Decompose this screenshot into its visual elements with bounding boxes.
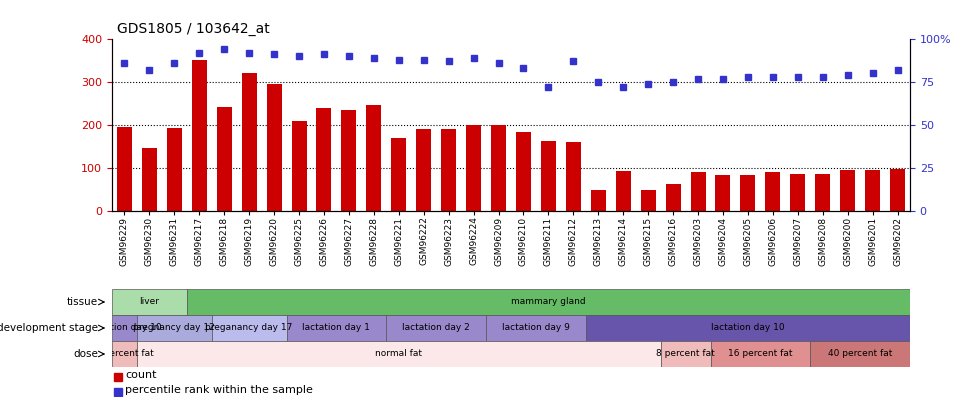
Bar <box>137 315 211 341</box>
Bar <box>266 84 282 211</box>
Bar <box>217 107 232 211</box>
Bar <box>112 315 137 341</box>
Text: 8 percent fat: 8 percent fat <box>656 350 715 358</box>
Bar <box>441 129 456 211</box>
Bar <box>391 138 406 211</box>
Bar <box>486 315 586 341</box>
Bar <box>841 170 855 211</box>
Bar <box>192 60 207 211</box>
Bar <box>112 341 137 367</box>
Bar <box>167 128 181 211</box>
Bar <box>890 169 905 211</box>
Bar <box>187 289 910 315</box>
Bar <box>466 125 482 211</box>
Bar <box>790 174 805 211</box>
Bar <box>114 373 122 381</box>
Bar <box>342 111 356 211</box>
Text: pregnancy day 12: pregnancy day 12 <box>133 324 215 333</box>
Bar <box>641 190 655 211</box>
Bar <box>416 129 431 211</box>
Bar <box>811 341 910 367</box>
Bar <box>516 132 531 211</box>
Text: 8 percent fat: 8 percent fat <box>96 350 153 358</box>
Text: 16 percent fat: 16 percent fat <box>729 350 792 358</box>
Text: lactation day 2: lactation day 2 <box>402 324 470 333</box>
Text: count: count <box>125 370 156 380</box>
Text: lactation day 10: lactation day 10 <box>711 324 785 333</box>
Bar <box>765 172 781 211</box>
Bar <box>491 125 506 211</box>
Bar <box>865 170 880 211</box>
Text: liver: liver <box>139 298 159 307</box>
Text: preganancy day 17: preganancy day 17 <box>206 324 292 333</box>
Bar <box>541 141 556 211</box>
Bar <box>317 108 331 211</box>
Bar <box>112 289 187 315</box>
Bar <box>710 341 811 367</box>
Bar <box>386 315 486 341</box>
Bar <box>367 105 381 211</box>
Bar <box>591 190 606 211</box>
Bar <box>142 148 157 211</box>
Bar <box>291 121 307 211</box>
Bar <box>211 315 287 341</box>
Bar <box>715 175 731 211</box>
Bar <box>287 315 386 341</box>
Text: lactation day 9: lactation day 9 <box>502 324 570 333</box>
Text: lactation day 10: lactation day 10 <box>88 324 161 333</box>
Text: percentile rank within the sample: percentile rank within the sample <box>125 385 313 395</box>
Text: mammary gland: mammary gland <box>511 298 586 307</box>
Bar <box>616 171 631 211</box>
Bar <box>117 127 132 211</box>
Bar <box>586 315 910 341</box>
Bar <box>137 341 661 367</box>
Bar <box>114 388 122 396</box>
Text: normal fat: normal fat <box>375 350 423 358</box>
Bar <box>740 175 756 211</box>
Bar <box>661 341 710 367</box>
Bar <box>241 73 257 211</box>
Text: dose: dose <box>73 349 98 359</box>
Text: GDS1805 / 103642_at: GDS1805 / 103642_at <box>117 22 270 36</box>
Bar <box>565 142 581 211</box>
Bar <box>815 174 830 211</box>
Text: tissue: tissue <box>67 297 98 307</box>
Bar <box>691 172 705 211</box>
Bar <box>666 184 680 211</box>
Text: lactation day 1: lactation day 1 <box>302 324 371 333</box>
Text: 40 percent fat: 40 percent fat <box>828 350 893 358</box>
Text: development stage: development stage <box>0 323 98 333</box>
